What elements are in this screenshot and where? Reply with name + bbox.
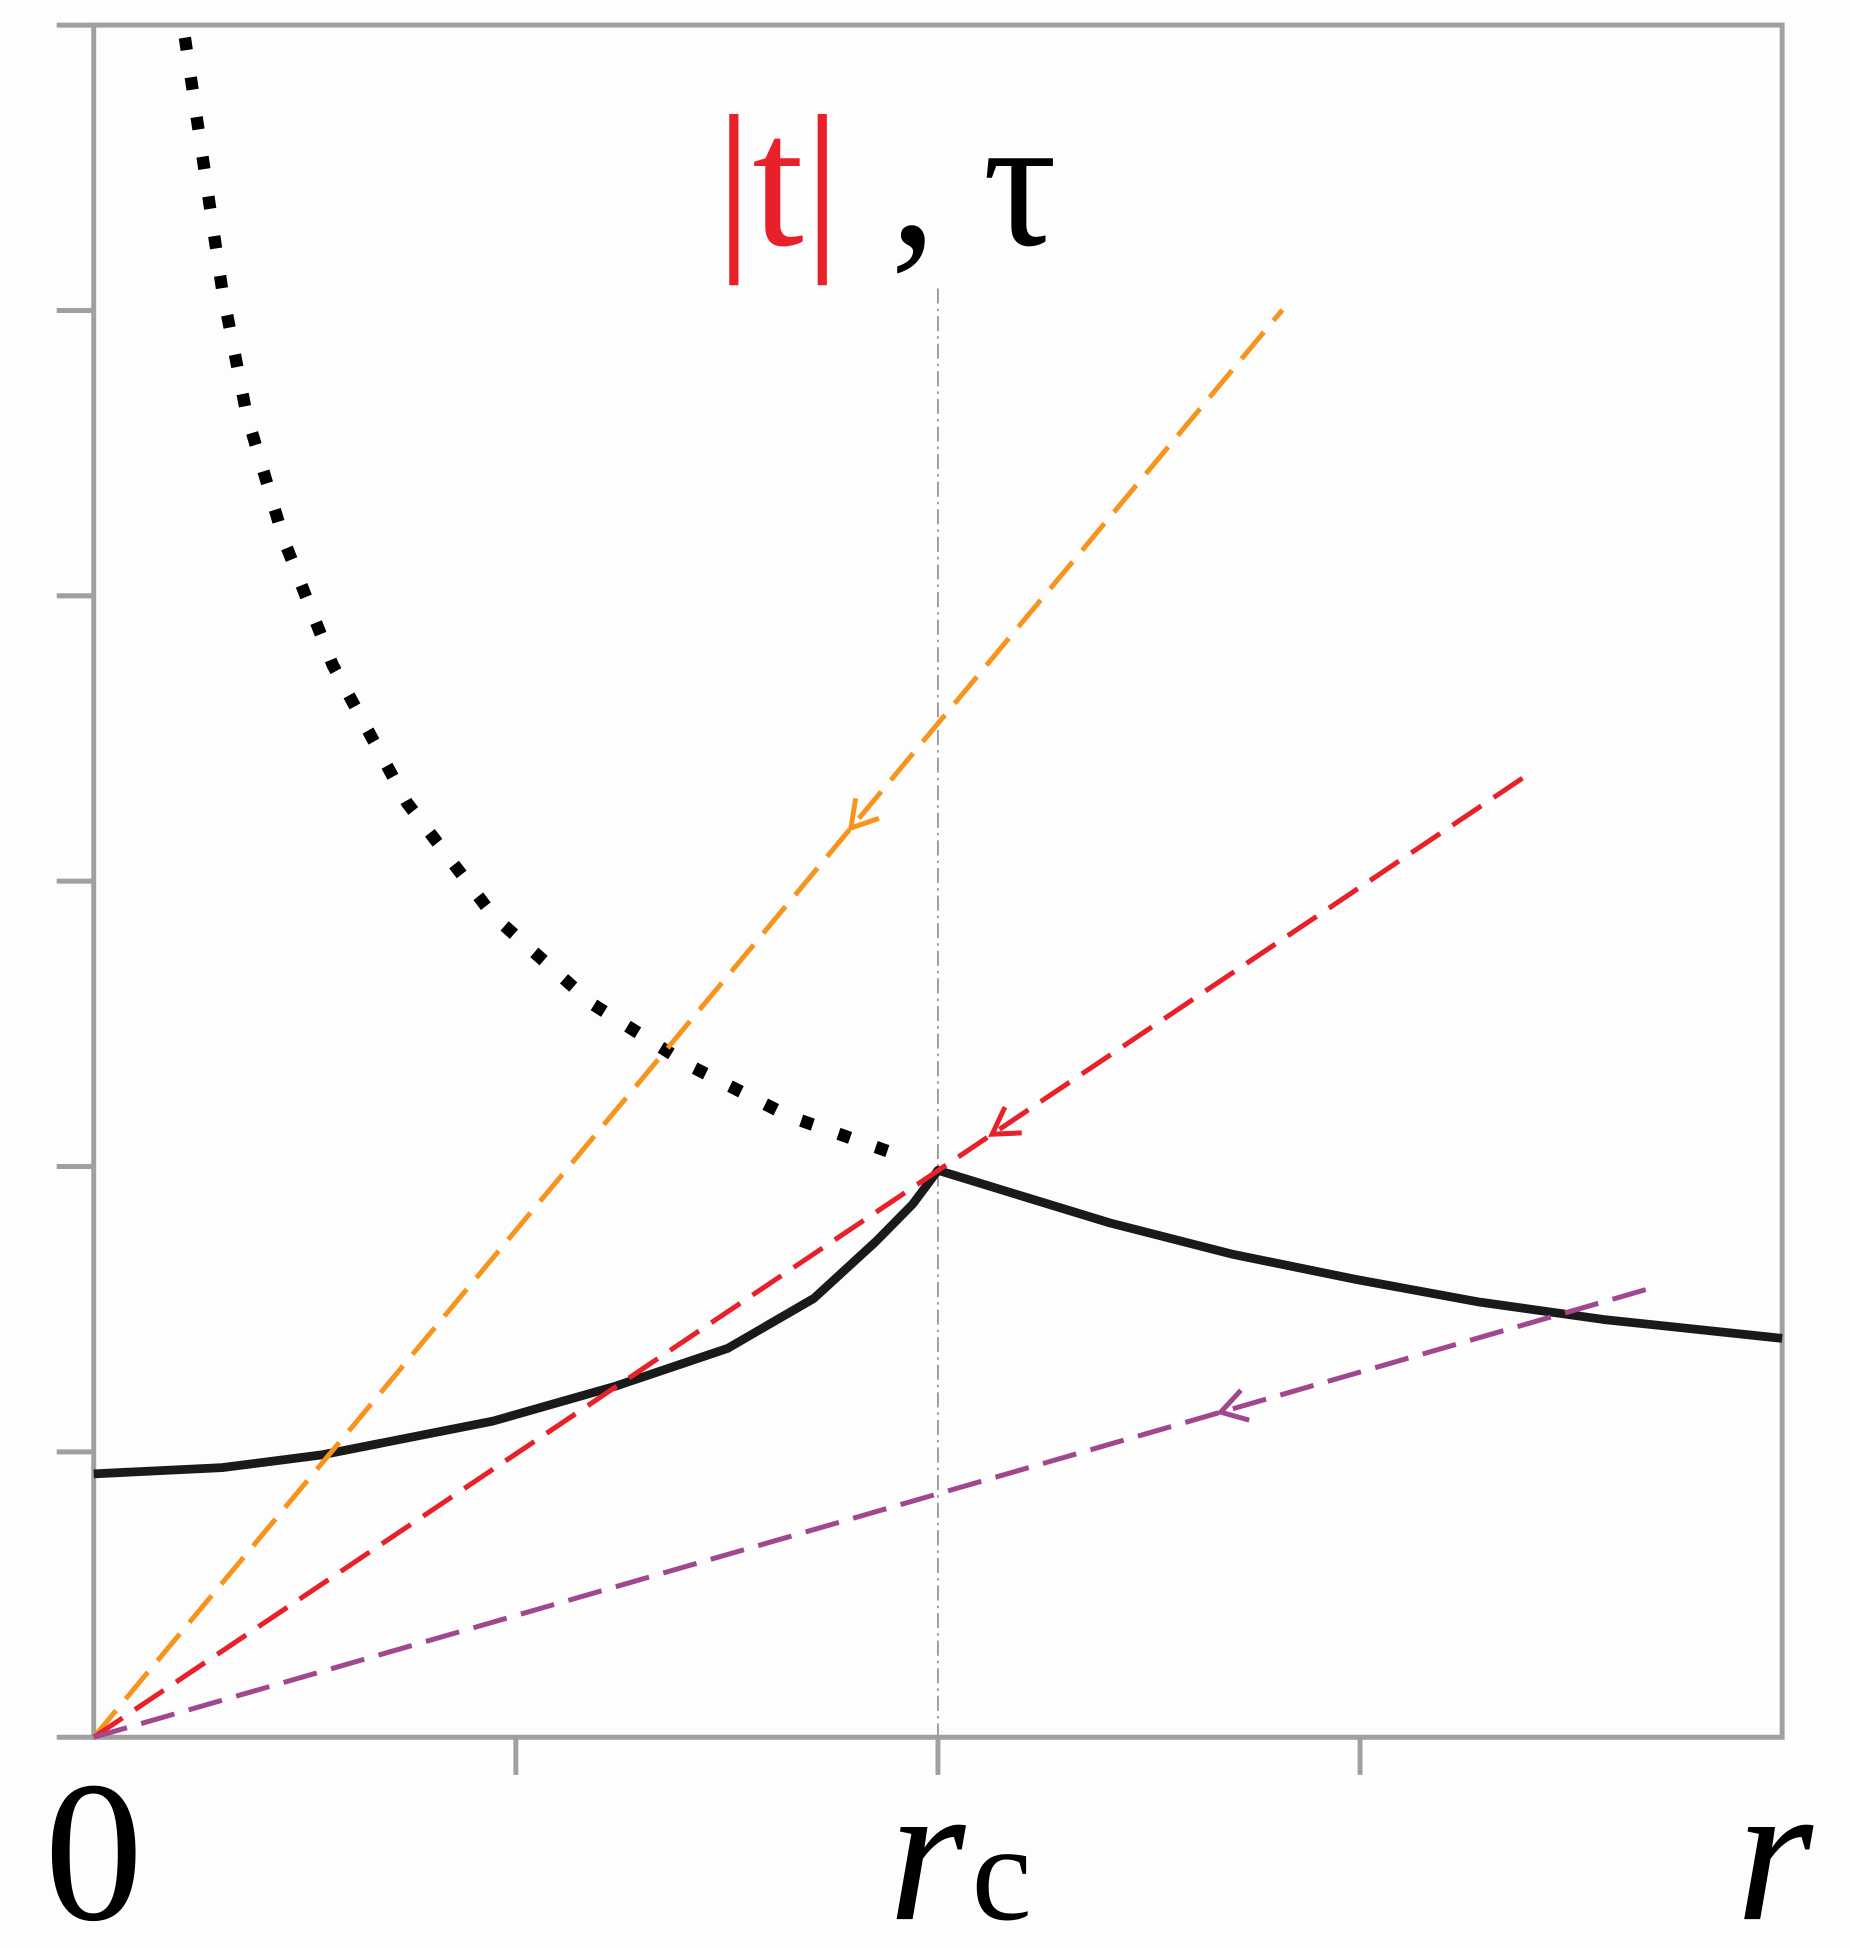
x-tick-label-main: r (889, 1742, 967, 1948)
x-tick-label: r (1736, 1742, 1814, 1948)
solid-line (93, 1165, 1783, 1479)
dashed-line (92, 771, 1531, 1740)
dashed-line (93, 1283, 1660, 1740)
title-part: |t| (715, 78, 840, 286)
title-part: , τ (890, 78, 1057, 286)
x-tick-label: rc (889, 1742, 1032, 1948)
chart-title: |t| , τ (715, 78, 1057, 286)
dotted-line (178, 36, 891, 1158)
dashed-line (91, 308, 1285, 1739)
x-tick-label-main: 0 (44, 1742, 143, 1948)
direction-arrow (1216, 1388, 1250, 1423)
x-tick-label-main: r (1736, 1742, 1814, 1948)
x-tick-label: 0 (44, 1742, 143, 1948)
direction-arrow (847, 797, 880, 832)
x-tick-label-subscript: c (972, 1796, 1032, 1948)
direction-arrow (988, 1105, 1022, 1137)
